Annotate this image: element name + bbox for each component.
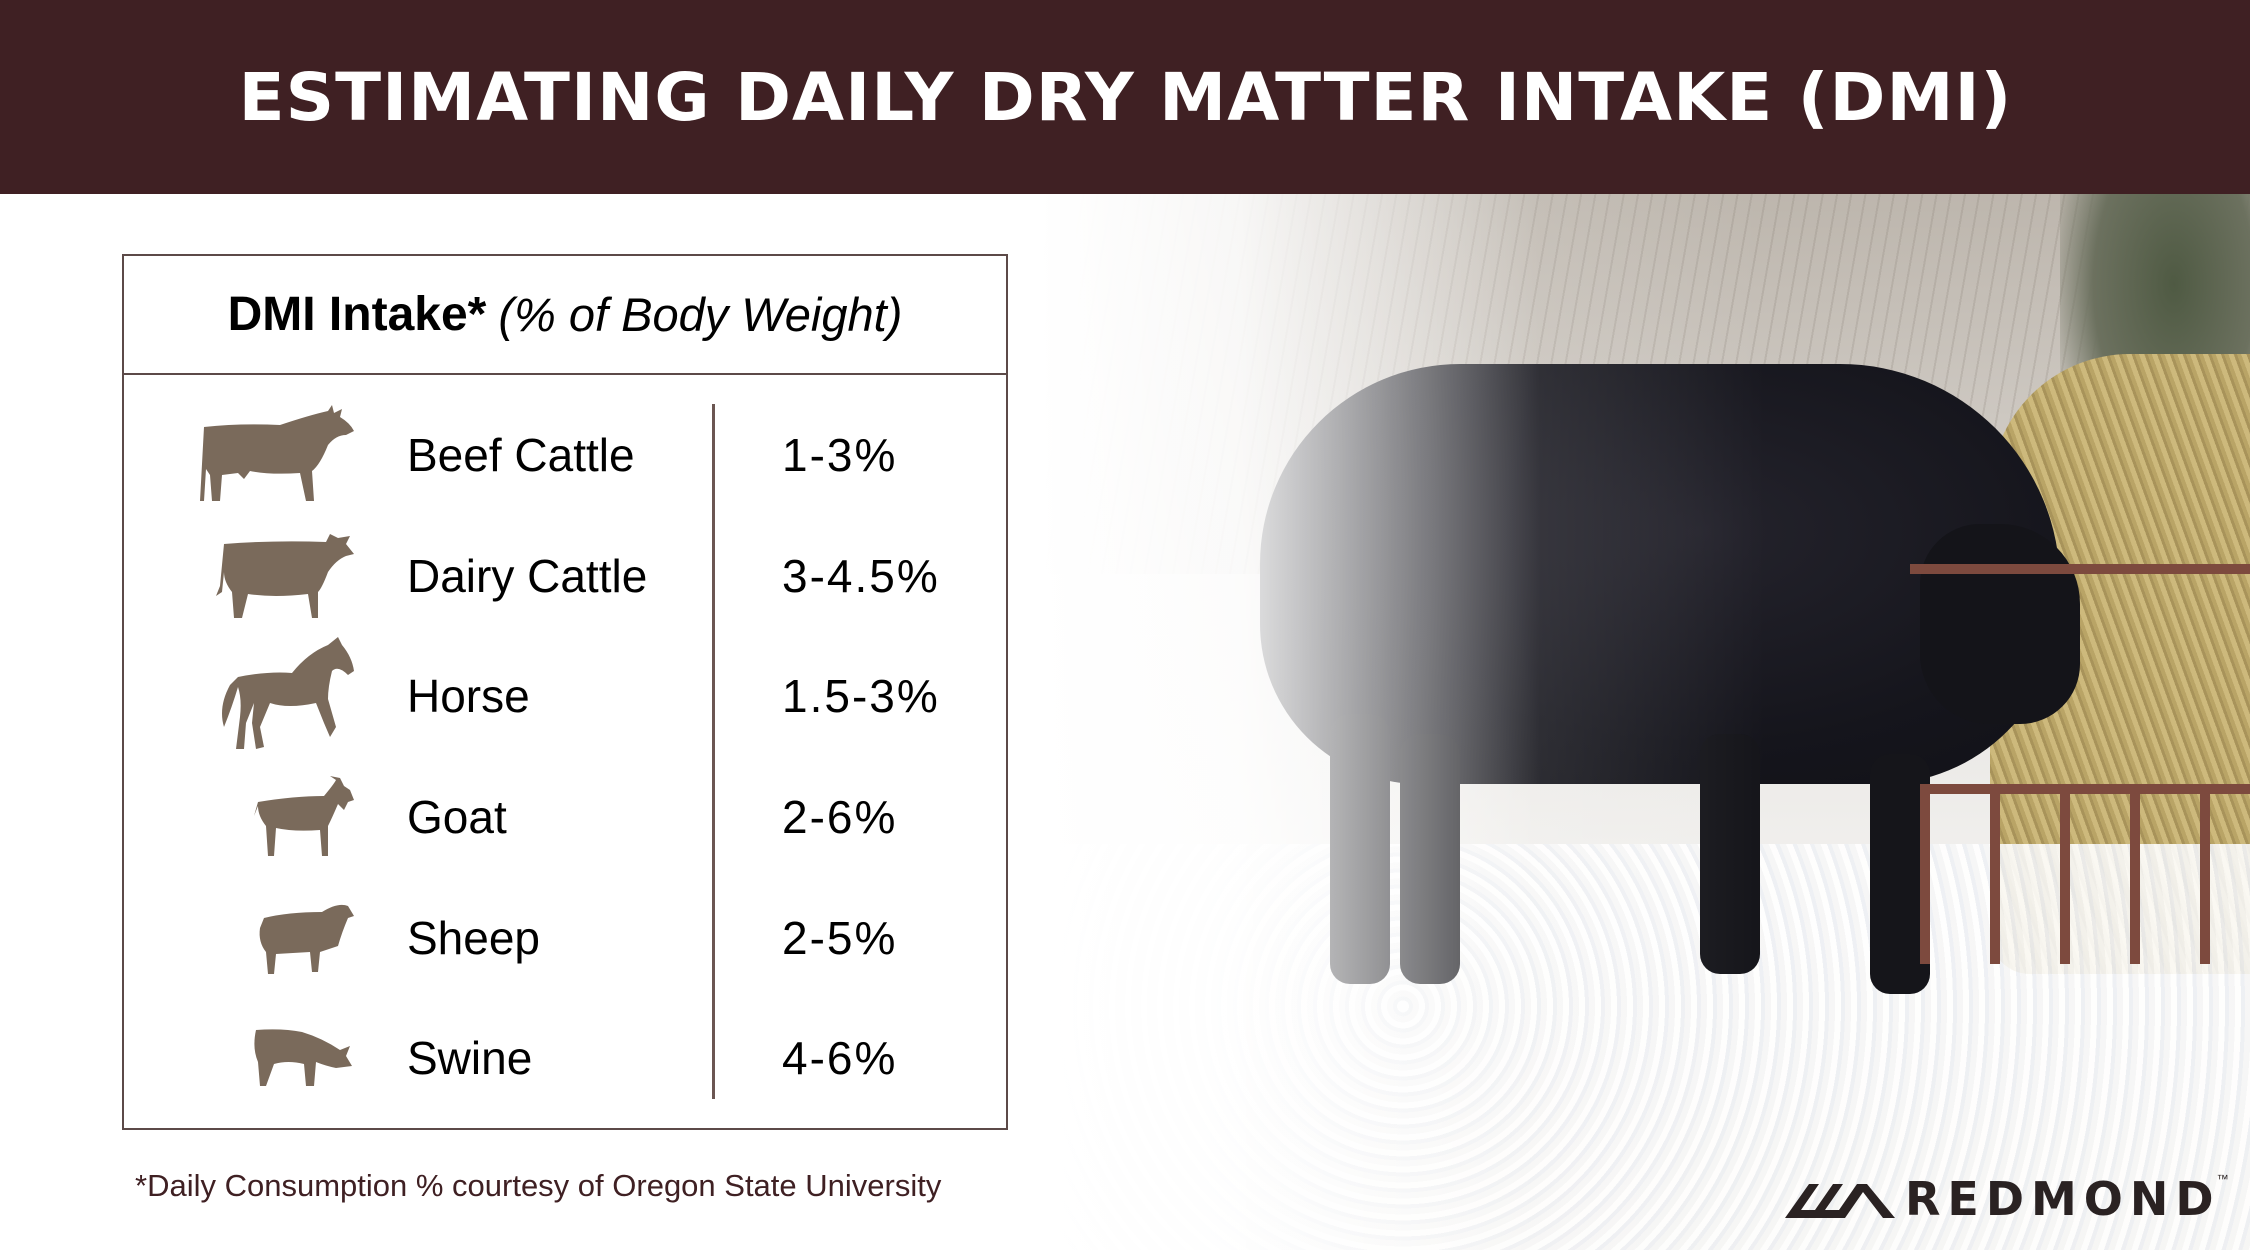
dmi-table: DMI Intake* (% of Body Weight) Beef Catt…	[122, 254, 1008, 1130]
page-title: ESTIMATING DAILY DRY MATTER INTAKE (DMI)	[238, 58, 2012, 136]
row-value: 1-3%	[782, 429, 898, 481]
row-label: Horse	[407, 670, 530, 722]
source-footnote: *Daily Consumption % courtesy of Oregon …	[135, 1168, 942, 1203]
table-row: Beef Cattle 1-3%	[124, 405, 1006, 505]
table-title: DMI Intake*	[227, 288, 487, 341]
row-value: 2-6%	[782, 791, 898, 843]
table-row: Goat 2-6%	[124, 767, 1006, 867]
row-label: Sheep	[407, 912, 541, 964]
brand-name: REDMOND	[1905, 1172, 2221, 1226]
sheep-icon	[194, 888, 354, 988]
table-header: DMI Intake* (% of Body Weight)	[124, 256, 1006, 375]
row-label: Goat	[407, 791, 507, 843]
feeder-rack	[1920, 784, 2250, 964]
table-row: Horse 1.5-3%	[124, 637, 1006, 749]
table-subtitle: (% of Body Weight)	[498, 288, 903, 341]
swine-icon	[194, 1008, 354, 1108]
row-value: 4-6%	[782, 1032, 898, 1084]
photo-haze	[1040, 194, 2250, 1250]
horse-icon	[194, 637, 354, 749]
redmond-logo: REDMOND ™	[1785, 1172, 2229, 1226]
feeder-rail	[1910, 564, 2250, 574]
goat-icon	[194, 767, 354, 867]
trademark: ™	[2216, 1172, 2229, 1186]
table-row: Swine 4-6%	[124, 1008, 1006, 1108]
row-label: Dairy Cattle	[407, 550, 648, 602]
table-row: Sheep 2-5%	[124, 888, 1006, 988]
column-divider	[712, 404, 715, 1099]
row-value: 1.5-3%	[782, 670, 940, 722]
table-row: Dairy Cattle 3-4.5%	[124, 526, 1006, 626]
dairy-cattle-icon	[194, 526, 354, 626]
row-label: Swine	[407, 1032, 533, 1084]
title-banner: ESTIMATING DAILY DRY MATTER INTAKE (DMI)	[0, 0, 2250, 194]
cow-head	[1920, 524, 2080, 724]
cow-leg	[1700, 734, 1760, 974]
photo-fade	[1040, 194, 1540, 1250]
beef-cattle-icon	[194, 405, 354, 505]
row-label: Beef Cattle	[407, 429, 635, 481]
mountain-logo-icon	[1785, 1184, 1895, 1218]
row-value: 3-4.5%	[782, 550, 940, 602]
row-value: 2-5%	[782, 912, 898, 964]
